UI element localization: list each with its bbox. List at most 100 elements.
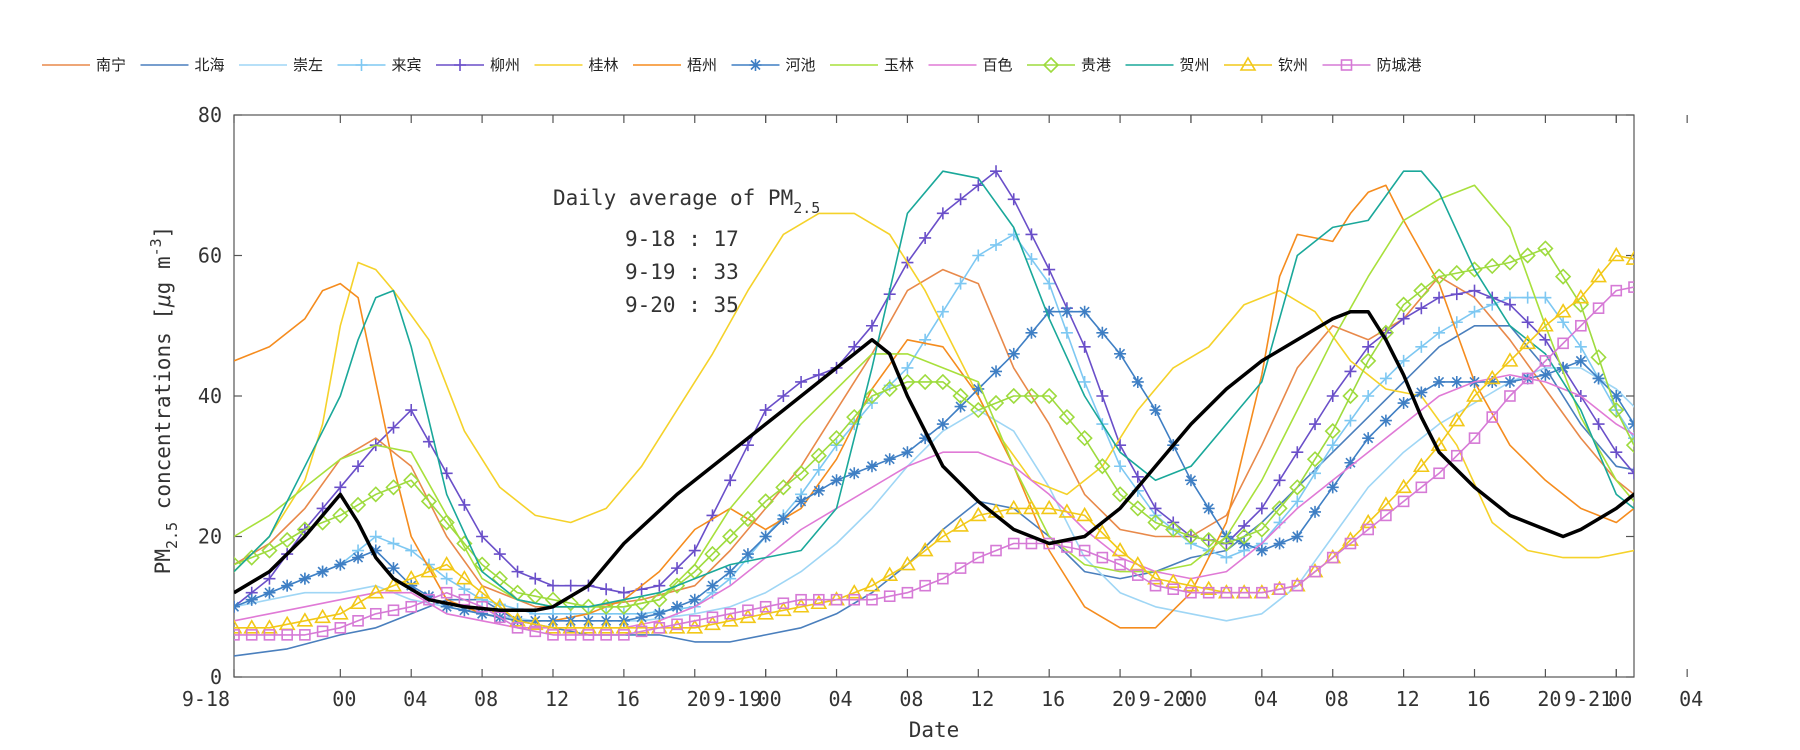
data-point [544, 619, 562, 634]
data-point [1379, 372, 1392, 385]
x-tick-label: 16 [1041, 687, 1065, 711]
data-point [476, 607, 489, 620]
data-point [438, 556, 456, 571]
data-point [777, 390, 790, 402]
data-point [564, 579, 577, 592]
data-point [1521, 291, 1534, 304]
data-point [263, 572, 276, 585]
data-point [234, 619, 243, 634]
data-point [349, 496, 367, 514]
data-point [1359, 513, 1377, 529]
x-tick-label: 00 [758, 687, 782, 711]
data-point [1557, 337, 1569, 350]
data-point [1147, 514, 1164, 531]
data-point [970, 401, 987, 419]
data-point [369, 607, 382, 620]
data-point [848, 340, 861, 353]
data-point [1025, 253, 1038, 266]
data-point [355, 59, 368, 71]
data-point [792, 465, 810, 482]
data-point [742, 604, 754, 617]
annotation-line-919: 9-19 : 33 [625, 260, 739, 284]
data-point [972, 382, 985, 395]
data-point [617, 586, 630, 599]
data-point [1309, 565, 1321, 578]
data-point [1433, 375, 1446, 388]
data-point [332, 507, 349, 524]
data-point [385, 479, 402, 496]
x-tick-label: 08 [899, 687, 923, 711]
data-point [615, 598, 633, 615]
data-point [704, 615, 721, 631]
data-point [1078, 305, 1091, 318]
data-point [511, 622, 524, 634]
data-point [936, 207, 949, 220]
data-point [706, 611, 719, 624]
data-point [1326, 439, 1339, 452]
data-point [990, 544, 1002, 557]
data-point [1023, 499, 1040, 515]
data-point [1058, 503, 1076, 518]
data-point [1076, 430, 1093, 447]
data-point [952, 517, 969, 532]
data-point [420, 493, 438, 510]
data-point [1450, 288, 1463, 301]
data-point [1539, 368, 1552, 381]
legend-item: 河池 [731, 56, 816, 74]
data-point [405, 404, 418, 417]
legend-item: 玉林 [830, 56, 914, 74]
data-point [1078, 340, 1091, 353]
data-point [1007, 347, 1020, 360]
data-point [1504, 390, 1516, 402]
data-point [721, 612, 739, 627]
data-point [919, 432, 932, 445]
data-point [1466, 261, 1483, 278]
data-point [1326, 390, 1339, 402]
data-point [916, 541, 934, 557]
data-point [1309, 505, 1322, 518]
data-point [1005, 499, 1023, 515]
x-tick-label: 20 [1537, 687, 1561, 711]
data-point [686, 619, 704, 634]
data-point [954, 277, 967, 290]
data-point [972, 249, 985, 262]
data-point [1129, 500, 1146, 517]
data-point [1483, 369, 1501, 385]
data-point [865, 460, 878, 473]
data-point [1043, 305, 1056, 318]
data-point [1040, 499, 1058, 515]
data-point [633, 595, 650, 612]
data-point [1235, 528, 1253, 545]
data-point [1182, 528, 1200, 545]
data-point [757, 605, 775, 620]
series-line [234, 247, 1634, 608]
x-tick-label: 08 [1325, 687, 1349, 711]
data-point [234, 629, 240, 641]
data-point [1486, 411, 1499, 423]
data-point [1610, 446, 1623, 459]
y-tick-label: 20 [198, 525, 222, 549]
data-point [848, 467, 861, 480]
data-point [704, 545, 721, 563]
data-point [775, 479, 792, 496]
data-point [671, 562, 684, 575]
data-point [863, 577, 881, 592]
data-point [777, 512, 790, 525]
data-point [234, 600, 240, 613]
legend-item: 南宁 [42, 56, 126, 74]
data-point [1468, 432, 1481, 444]
data-point [1060, 305, 1073, 318]
data-point [385, 577, 402, 592]
data-point [1362, 390, 1375, 402]
data-point [334, 622, 347, 634]
data-point [1539, 333, 1552, 346]
data-point [1255, 502, 1268, 515]
data-point [299, 629, 311, 641]
data-point [846, 408, 863, 426]
data-point [1220, 586, 1233, 599]
data-point [830, 474, 843, 487]
data-point [671, 618, 683, 631]
data-point [405, 579, 418, 592]
data-point [722, 528, 739, 545]
series-贺州 [234, 170, 1634, 608]
